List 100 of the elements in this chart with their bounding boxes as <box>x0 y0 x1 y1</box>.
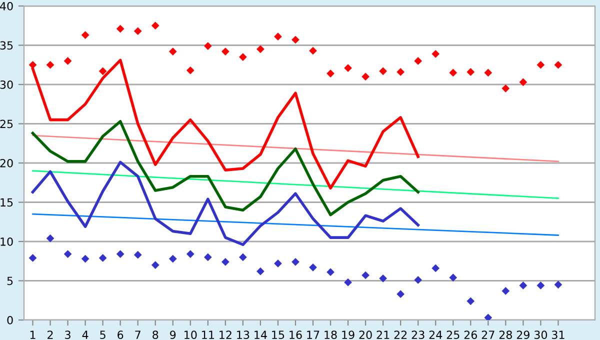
point <box>449 274 458 282</box>
point <box>554 280 562 289</box>
point <box>222 258 230 266</box>
y-tick-label: 0 <box>7 316 13 324</box>
point <box>379 274 387 282</box>
y-tick-label: 25 <box>0 120 13 128</box>
x-tick-label: 24 <box>429 330 442 339</box>
x-tick-label: 6 <box>118 330 124 340</box>
point <box>204 253 212 262</box>
x-tick-label: 4 <box>82 330 88 339</box>
line-series <box>31 160 420 246</box>
point <box>81 31 90 39</box>
x-tick-label: 2 <box>48 330 53 339</box>
point <box>186 250 194 258</box>
point <box>484 314 492 320</box>
x-tick-label: 15 <box>272 330 284 340</box>
x-tick-label: 9 <box>170 330 176 340</box>
point <box>28 254 37 262</box>
point <box>362 271 370 280</box>
point <box>81 254 90 263</box>
point <box>326 268 334 276</box>
point <box>134 27 142 36</box>
x-tick-label: 23 <box>412 330 424 340</box>
x-tick-label: 17 <box>307 330 320 339</box>
point <box>344 64 352 72</box>
x-tick-label: 30 <box>534 330 548 340</box>
y-tick-label: 15 <box>0 198 13 207</box>
point <box>484 68 492 77</box>
y-tick-label: 30 <box>0 80 13 89</box>
point <box>362 72 370 81</box>
x-tick-label: 1 <box>30 330 36 339</box>
point <box>186 66 194 74</box>
x-tick-label: 10 <box>184 330 197 340</box>
line-series <box>31 120 420 216</box>
point <box>554 60 562 69</box>
point <box>432 264 440 272</box>
point <box>519 282 528 290</box>
x-tick-label: 25 <box>446 330 460 340</box>
point <box>116 250 124 258</box>
x-tick-label: 19 <box>342 330 354 340</box>
y-tick-label: 10 <box>0 237 13 246</box>
point <box>396 290 405 298</box>
point <box>536 60 545 69</box>
x-tick-label: 11 <box>202 330 214 339</box>
x-tick-label: 13 <box>237 330 250 340</box>
x-tick-label: 27 <box>482 330 494 339</box>
point <box>344 278 352 286</box>
x-tick-label: 16 <box>290 330 302 340</box>
point <box>134 250 142 259</box>
y-tick-label: 35 <box>0 41 13 50</box>
x-tick-label: 28 <box>499 330 512 340</box>
point <box>326 70 334 78</box>
point <box>168 254 177 263</box>
point <box>64 57 72 65</box>
point <box>28 60 37 69</box>
point <box>222 48 230 56</box>
x-tick-label: 18 <box>324 330 337 340</box>
x-tick-label: 3 <box>65 330 70 340</box>
point <box>309 263 317 272</box>
point <box>466 297 475 306</box>
point <box>46 234 54 242</box>
point <box>414 276 422 284</box>
point <box>239 53 247 61</box>
point <box>502 287 510 295</box>
point <box>46 60 54 69</box>
x-tick-label: 29 <box>516 330 530 340</box>
x-tick-label: 8 <box>152 330 158 340</box>
point <box>536 282 545 290</box>
x-tick-label: 26 <box>464 330 478 340</box>
point <box>98 67 107 76</box>
x-tick-label: 21 <box>376 330 390 339</box>
point <box>256 45 264 54</box>
point <box>449 68 458 77</box>
y-tick-label: 20 <box>0 158 13 168</box>
point <box>151 261 160 269</box>
x-tick-label: 5 <box>100 330 106 340</box>
y-tick-label: 40 <box>0 2 13 10</box>
point <box>204 42 212 50</box>
point <box>274 260 282 268</box>
point <box>274 32 282 41</box>
point <box>309 46 317 55</box>
point <box>414 57 422 65</box>
point <box>396 68 405 76</box>
point <box>432 50 440 58</box>
point <box>256 267 264 276</box>
point <box>116 24 124 33</box>
point <box>64 250 72 258</box>
point <box>466 68 475 76</box>
point <box>292 258 300 266</box>
x-tick-label: 31 <box>552 330 564 340</box>
x-tick-label: 22 <box>394 330 407 339</box>
point <box>502 84 510 92</box>
point <box>239 253 247 262</box>
point <box>292 36 300 44</box>
x-tick-label: 20 <box>359 330 372 340</box>
point <box>98 254 107 262</box>
x-tick-label: 12 <box>220 330 232 339</box>
y-tick-label: 5 <box>7 276 13 286</box>
point <box>519 78 528 86</box>
point <box>379 67 387 76</box>
